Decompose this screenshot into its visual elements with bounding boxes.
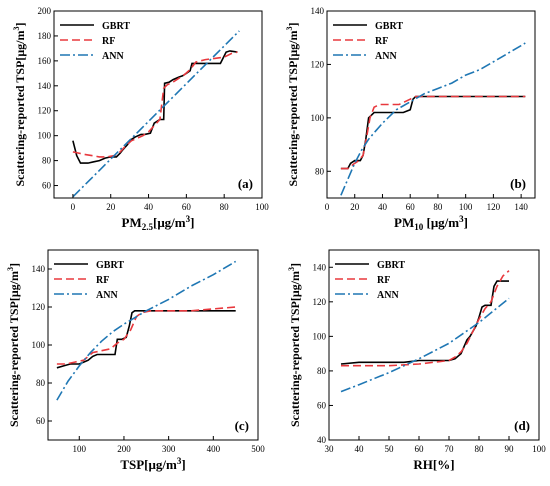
series-line-rf	[56, 306, 236, 365]
y-tick-label: 120	[311, 59, 325, 69]
legend-label-ann: ANN	[375, 51, 397, 62]
x-tick-label: 60	[406, 202, 416, 212]
x-tick-label: 90	[505, 444, 515, 454]
y-tick-label: 180	[38, 31, 52, 41]
y-tick-label: 140	[313, 262, 327, 272]
x-axis-title: PM2.5[μg/m3]	[122, 214, 195, 232]
series-line-gbrt	[72, 50, 238, 164]
x-tick-label: 80	[475, 444, 485, 454]
x-tick-label: 200	[117, 444, 131, 454]
x-tick-label: 70	[445, 444, 455, 454]
y-tick-label: 140	[311, 6, 325, 16]
x-tick-label: 40	[378, 202, 388, 212]
x-tick-label: 80	[220, 202, 230, 212]
legend-label-rf: RF	[102, 36, 115, 47]
legend-label-ann: ANN	[102, 51, 124, 62]
series-line-ann	[340, 297, 510, 393]
y-tick-label: 200	[38, 6, 52, 16]
x-tick-label: 80	[433, 202, 443, 212]
x-tick-label: 120	[487, 202, 501, 212]
y-tick-label: 140	[32, 264, 46, 274]
y-tick-label: 100	[311, 113, 325, 123]
y-axis-title: Scattering-reported TSP[μg/m3]	[285, 23, 300, 187]
y-tick-label: 60	[36, 416, 46, 426]
legend-label-gbrt: GBRT	[102, 21, 130, 32]
legend-label-rf: RF	[96, 275, 109, 286]
x-tick-label: 400	[207, 444, 221, 454]
legend-label-ann: ANN	[377, 290, 399, 301]
plot-frame	[53, 10, 263, 199]
legend-label-gbrt: GBRT	[96, 260, 124, 271]
y-tick-label: 120	[32, 302, 46, 312]
chart-panel-4: 30 40 50 60 70 80 90 100406080100120140RH[%]Sca…	[287, 249, 546, 472]
y-axis-title: Scattering-reported TSP[μg/m3]	[12, 23, 27, 187]
y-tick-label: 100	[32, 340, 46, 350]
x-tick-label: 100	[459, 202, 473, 212]
panel-label: (d)	[514, 418, 530, 433]
x-tick-label: 30	[325, 444, 335, 454]
panel-label: (c)	[235, 418, 249, 433]
y-tick-label: 140	[38, 81, 52, 91]
series-line-ann	[340, 42, 526, 196]
series-line-gbrt	[340, 95, 526, 170]
x-tick-label: 40	[144, 202, 154, 212]
legend-label-rf: RF	[375, 36, 388, 47]
x-tick-label: 100	[73, 444, 87, 454]
y-tick-label: 160	[38, 56, 52, 66]
legend-label-gbrt: GBRT	[377, 260, 405, 271]
chart-panel-2: 0 20 40 60 80 100 120 140 80 100 120 140 PM10 [μg/m3…	[285, 6, 536, 232]
x-axis-title: RH[%]	[413, 457, 454, 472]
legend-label-ann: ANN	[96, 290, 118, 301]
y-axis-title: Scattering-reported TSP[μg/m3]	[287, 263, 302, 427]
plot-frame	[328, 249, 540, 441]
series-line-rf	[340, 95, 526, 170]
x-tick-label: 500	[251, 444, 265, 454]
x-tick-label: 0	[71, 202, 76, 212]
series-line-ann	[56, 260, 237, 401]
chart-panel-3: 100 200 300 400 500 60 80 100 120 140 TSP[μg/m3] Sc…	[6, 249, 265, 472]
x-tick-label: 100	[255, 202, 269, 212]
x-tick-label: 140	[514, 202, 528, 212]
x-tick-label: 20	[350, 202, 360, 212]
plot-frame	[326, 10, 536, 199]
x-tick-label: 300	[162, 444, 176, 454]
y-tick-label: 40	[317, 435, 327, 445]
y-tick-label: 120	[38, 106, 52, 116]
series-line-rf	[341, 270, 510, 367]
x-tick-label: 60	[182, 202, 192, 212]
panel-label: (a)	[238, 176, 253, 191]
series-line-ann	[72, 30, 240, 198]
x-tick-label: 60	[415, 444, 425, 454]
panel-label: (b)	[510, 176, 526, 191]
x-tick-label: 0	[325, 202, 330, 212]
x-axis-title: PM10 [μg/m3]	[394, 214, 468, 232]
x-axis-title: TSP[μg/m3]	[120, 456, 185, 472]
y-tick-label: 80	[36, 378, 46, 388]
y-axis-title: Scattering-reported TSP[μg/m3]	[6, 263, 21, 427]
y-tick-label: 80	[317, 366, 327, 376]
y-tick-label: 100	[313, 331, 327, 341]
y-tick-label: 60	[317, 400, 327, 410]
x-tick-label: 100	[532, 444, 546, 454]
x-tick-label: 40	[355, 444, 365, 454]
y-tick-label: 80	[42, 156, 52, 166]
y-tick-label: 120	[313, 297, 327, 307]
legend-label-gbrt: GBRT	[375, 21, 403, 32]
x-tick-label: 50	[385, 444, 395, 454]
legend-label-rf: RF	[377, 275, 390, 286]
y-tick-label: 100	[38, 131, 52, 141]
y-tick-label: 80	[315, 166, 325, 176]
x-tick-label: 20	[106, 202, 116, 212]
series-line-rf	[72, 51, 238, 158]
y-tick-label: 60	[42, 181, 52, 191]
chart-panel-1: 0 20 40 60 80 100 60 80 100 120 140 160 180 200 PM2.5[…	[12, 6, 269, 232]
